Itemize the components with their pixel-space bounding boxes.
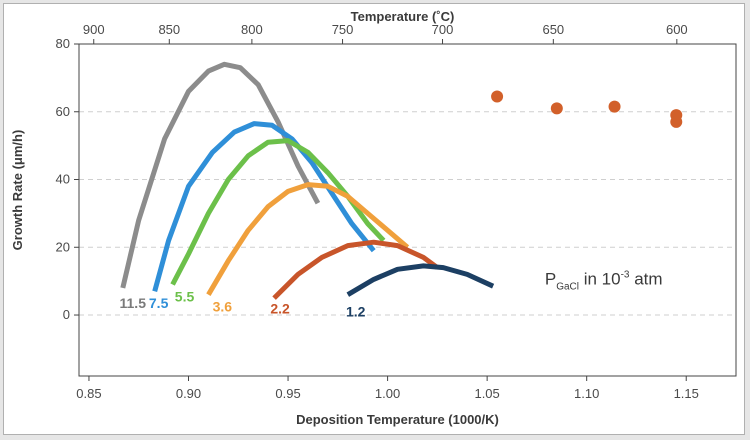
- data-point: [670, 115, 683, 128]
- curve-labels: 11.5 7.5 5.5 3.6 2.2 1.2: [120, 288, 366, 319]
- pressure-annotation: PGaCl in 10-3 atm: [545, 270, 663, 293]
- curve-label: 7.5: [149, 295, 169, 311]
- top-tick-label: 750: [332, 22, 354, 37]
- data-point: [491, 90, 504, 103]
- y-tick-label: 80: [56, 36, 70, 51]
- data-point: [550, 102, 563, 115]
- y-tick-label: 20: [56, 239, 70, 254]
- data-point: [608, 100, 621, 113]
- growth-rate-chart: 11.5 7.5 5.5 3.6 2.2 1.2 Temperature (˚C) Dep…: [10, 9, 737, 427]
- x-tick-label: 1.15: [674, 386, 699, 401]
- series-line-3-6: [206, 182, 410, 296]
- curve-label: 2.2: [270, 300, 290, 316]
- annotation-mid: in 10: [579, 270, 621, 289]
- y-tick-label: 40: [56, 172, 70, 187]
- curve-label: 3.6: [213, 299, 233, 315]
- top-tick-label: 800: [241, 22, 263, 37]
- top-tick-label: 650: [542, 22, 564, 37]
- top-axis-title: Temperature (˚C): [351, 9, 455, 24]
- top-tick-label: 900: [83, 22, 105, 37]
- series-line-1-2: [346, 263, 495, 297]
- series-line-2-2: [272, 239, 439, 300]
- series-group: [120, 61, 683, 300]
- annotation-tail: atm: [630, 270, 663, 289]
- figure-frame: 11.5 7.5 5.5 3.6 2.2 1.2 Temperature (˚C) Dep…: [3, 3, 745, 435]
- series-line-7-5: [152, 121, 376, 292]
- top-tick-label: 600: [666, 22, 688, 37]
- top-tick-label: 850: [158, 22, 180, 37]
- tick-marks: [74, 39, 687, 381]
- x-tick-label: 0.85: [76, 386, 101, 401]
- y-tick-label: 60: [56, 104, 70, 119]
- annotation-main: P: [545, 270, 556, 289]
- y-axis-title: Growth Rate (μm/h): [10, 130, 25, 251]
- curve-label: 5.5: [175, 288, 195, 304]
- top-tick-label: 700: [432, 22, 454, 37]
- x-tick-label: 1.05: [474, 386, 499, 401]
- series-line-11-5: [120, 61, 321, 289]
- annotation-superscript: -3: [621, 270, 630, 281]
- x-tick-label: 1.00: [375, 386, 400, 401]
- plot-area: [78, 43, 737, 377]
- y-tick-label: 0: [63, 307, 70, 322]
- curve-label: 11.5: [120, 295, 147, 311]
- x-tick-label: 0.95: [275, 386, 300, 401]
- annotation-subscript: GaCl: [556, 282, 579, 293]
- x-axis-title: Deposition Temperature (1000/K): [296, 412, 499, 427]
- x-tick-label: 1.10: [574, 386, 599, 401]
- curve-label: 1.2: [346, 304, 366, 320]
- x-tick-label: 0.90: [176, 386, 201, 401]
